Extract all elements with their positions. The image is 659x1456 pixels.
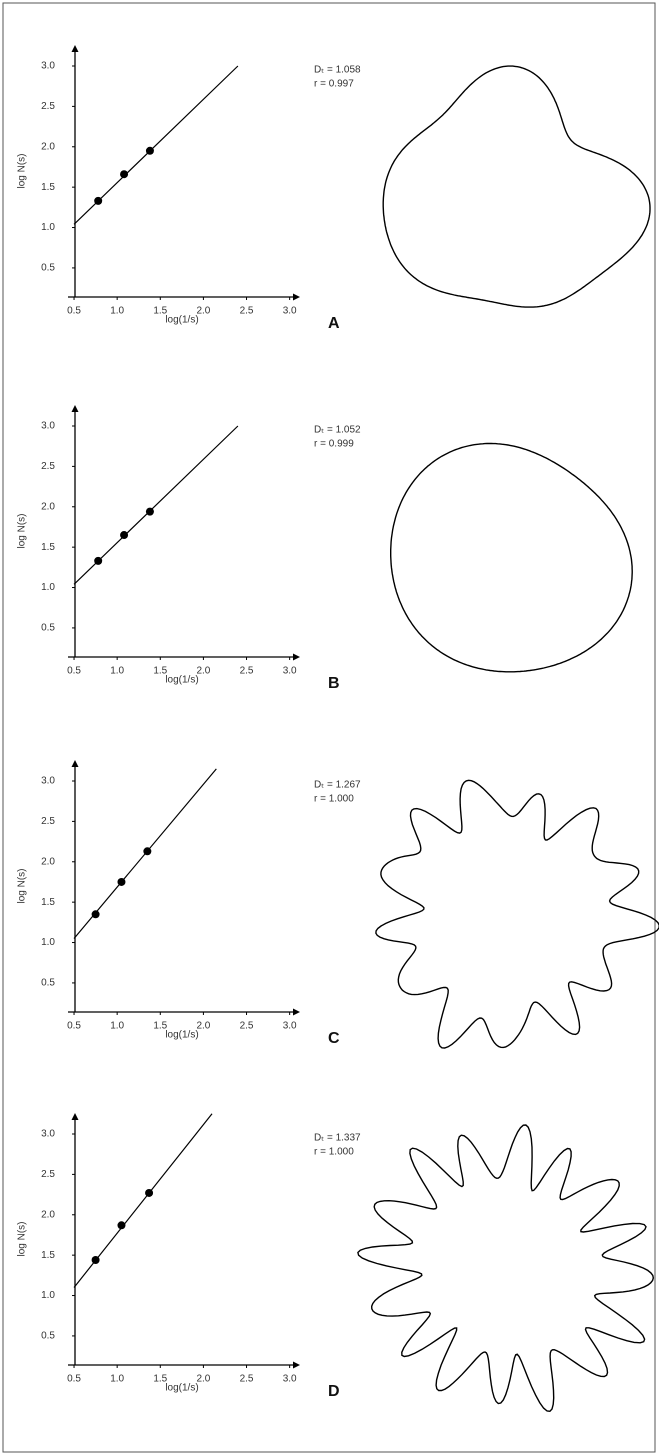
annotation: Dₜ = 1.337 (314, 1133, 361, 1144)
data-point (120, 531, 129, 540)
fit-line (73, 425, 239, 585)
y-tick-label: 2.0 (41, 501, 55, 512)
annotation: Dₜ = 1.052 (314, 425, 361, 436)
x-tick-label: 0.5 (67, 666, 81, 677)
annotation: Dₜ = 1.058 (314, 65, 361, 76)
y-tick-label: 1.0 (41, 582, 55, 593)
x-axis-label: log(1/s) (165, 315, 198, 326)
x-tick-label: 1.0 (110, 666, 124, 677)
x-tick-label: 2.5 (240, 1021, 254, 1032)
y-axis-arrow (71, 45, 79, 52)
y-tick-label: 3.0 (41, 421, 55, 432)
data-point (117, 877, 126, 886)
x-tick-label: 0.5 (67, 1374, 81, 1385)
x-tick-label: 3.0 (283, 666, 297, 677)
y-tick-label: 0.5 (41, 1331, 55, 1342)
x-tick-label: 3.0 (283, 1374, 297, 1385)
panel-label: D (328, 1383, 340, 1400)
data-point (91, 910, 100, 919)
y-axis-label: log N(s) (17, 513, 28, 548)
x-tick-label: 2.0 (196, 306, 210, 317)
data-point (145, 507, 154, 516)
x-tick-label: 2.0 (196, 1021, 210, 1032)
x-axis-arrow (293, 653, 300, 661)
outline-shape (390, 442, 633, 673)
x-tick-label: 1.0 (110, 306, 124, 317)
panel-label: B (328, 675, 340, 692)
x-axis-label: log(1/s) (165, 675, 198, 686)
y-tick-label: 1.0 (41, 937, 55, 948)
outline-shape (375, 779, 659, 1049)
x-tick-label: 1.0 (110, 1374, 124, 1385)
x-tick-label: 1.5 (153, 306, 167, 317)
x-axis-label: log(1/s) (165, 1030, 198, 1041)
data-point (94, 556, 103, 565)
y-tick-label: 1.5 (41, 897, 55, 908)
x-tick-label: 2.5 (240, 1374, 254, 1385)
y-axis-label: log N(s) (17, 153, 28, 188)
x-tick-label: 2.5 (240, 666, 254, 677)
x-tick-label: 1.5 (153, 666, 167, 677)
x-tick-label: 2.0 (196, 1374, 210, 1385)
annotation: r = 1.000 (314, 794, 354, 805)
x-axis-arrow (293, 293, 300, 301)
y-tick-label: 0.5 (41, 263, 55, 274)
data-point (117, 1221, 126, 1230)
data-point (145, 146, 154, 155)
y-axis-arrow (71, 1113, 79, 1120)
y-tick-label: 2.5 (41, 101, 55, 112)
data-point (143, 847, 152, 856)
y-tick-label: 1.5 (41, 1250, 55, 1261)
y-tick-label: 3.0 (41, 1129, 55, 1140)
x-tick-label: 1.0 (110, 1021, 124, 1032)
y-tick-label: 2.5 (41, 816, 55, 827)
annotation: r = 0.997 (314, 79, 354, 90)
x-tick-label: 1.5 (153, 1374, 167, 1385)
x-tick-label: 0.5 (67, 306, 81, 317)
x-tick-label: 0.5 (67, 1021, 81, 1032)
y-tick-label: 0.5 (41, 978, 55, 989)
y-tick-label: 2.5 (41, 461, 55, 472)
annotation: r = 1.000 (314, 1147, 354, 1158)
data-point (145, 1188, 154, 1197)
x-tick-label: 3.0 (283, 306, 297, 317)
x-axis-arrow (293, 1008, 300, 1016)
x-tick-label: 2.0 (196, 666, 210, 677)
y-tick-label: 2.5 (41, 1169, 55, 1180)
y-axis-label: log N(s) (17, 1221, 28, 1256)
y-tick-label: 1.0 (41, 222, 55, 233)
y-tick-label: 1.0 (41, 1290, 55, 1301)
y-axis-arrow (71, 405, 79, 412)
data-point (120, 170, 129, 179)
y-tick-label: 3.0 (41, 61, 55, 72)
outline-shape (382, 65, 651, 308)
y-tick-label: 2.0 (41, 141, 55, 152)
y-tick-label: 2.0 (41, 856, 55, 867)
y-tick-label: 2.0 (41, 1209, 55, 1220)
data-point (94, 196, 103, 205)
y-axis-label: log N(s) (17, 868, 28, 903)
x-axis-label: log(1/s) (165, 1383, 198, 1394)
x-axis-arrow (293, 1361, 300, 1369)
fit-line (73, 65, 239, 225)
y-tick-label: 3.0 (41, 776, 55, 787)
x-tick-label: 3.0 (283, 1021, 297, 1032)
y-axis-arrow (71, 760, 79, 767)
x-tick-label: 2.5 (240, 306, 254, 317)
data-point (91, 1256, 100, 1264)
y-tick-label: 0.5 (41, 623, 55, 634)
x-tick-label: 1.5 (153, 1021, 167, 1032)
annotation: Dₜ = 1.267 (314, 780, 361, 791)
panel-label: A (328, 315, 340, 332)
panel-label: C (328, 1030, 340, 1047)
outline-shape (357, 1124, 655, 1413)
y-tick-label: 1.5 (41, 542, 55, 553)
y-tick-label: 1.5 (41, 182, 55, 193)
annotation: r = 0.999 (314, 439, 354, 450)
